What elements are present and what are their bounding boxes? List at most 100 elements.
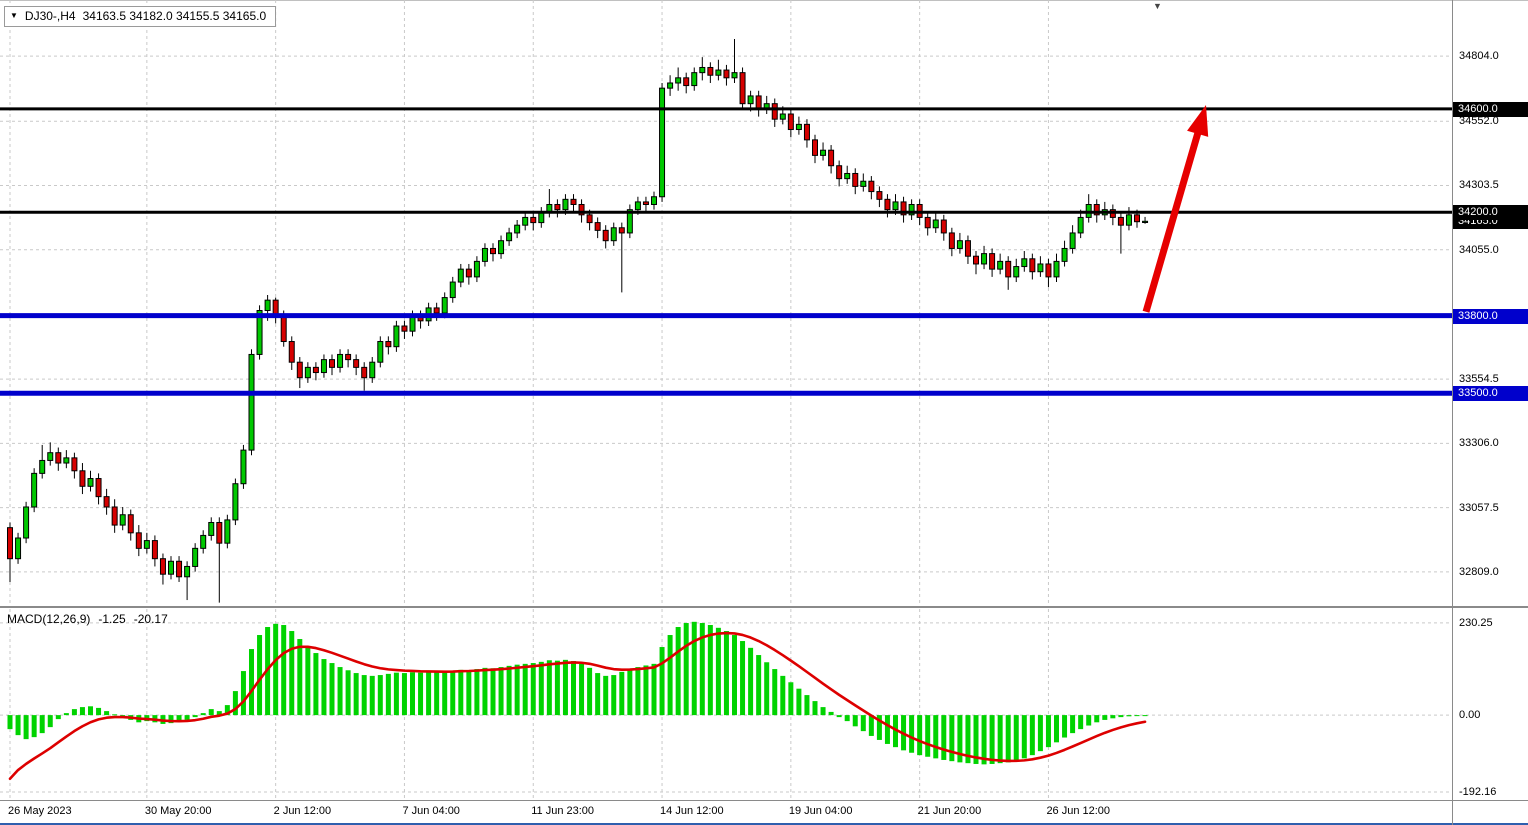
macd-histogram-bar bbox=[804, 695, 810, 716]
symbol-dropdown-icon[interactable]: ▼ bbox=[10, 11, 18, 20]
macd-histogram-bar bbox=[844, 715, 850, 722]
macd-histogram-bar bbox=[683, 623, 689, 716]
candle-body bbox=[981, 253, 988, 265]
candle-body bbox=[232, 483, 239, 521]
macd-histogram-bar bbox=[466, 670, 472, 716]
candle-body bbox=[892, 201, 899, 211]
macd-histogram-bar bbox=[418, 672, 424, 716]
candle-body bbox=[337, 353, 344, 368]
candle-body bbox=[578, 203, 585, 216]
price-tick-label: 34055.0 bbox=[1459, 243, 1499, 256]
macd-histogram-bar bbox=[941, 715, 947, 760]
macd-histogram-bar bbox=[611, 675, 617, 716]
trend-arrow-head[interactable] bbox=[1187, 104, 1209, 137]
macd-histogram-bar bbox=[289, 631, 295, 716]
candle-body bbox=[264, 299, 271, 311]
macd-histogram-bar bbox=[55, 715, 61, 720]
candle-body bbox=[803, 123, 810, 141]
candle-body bbox=[964, 240, 971, 257]
macd-histogram-bar bbox=[184, 715, 190, 720]
macd-histogram-bar bbox=[812, 701, 818, 716]
macd-histogram-bar bbox=[643, 665, 649, 716]
macd-histogram-bar bbox=[893, 715, 898, 748]
candle-body bbox=[715, 69, 722, 76]
candle-body bbox=[329, 359, 335, 368]
candle-body bbox=[989, 253, 996, 270]
macd-histogram-bar bbox=[31, 715, 37, 738]
panel-divider[interactable] bbox=[0, 606, 1528, 608]
price-axis[interactable]: 34804.034552.034303.534055.033806.533554… bbox=[1453, 0, 1528, 825]
macd-name: MACD(12,26,9) bbox=[7, 612, 91, 626]
candle-body bbox=[602, 229, 609, 242]
candle-body bbox=[369, 361, 376, 379]
macd-histogram-bar bbox=[667, 635, 673, 716]
macd-histogram-bar bbox=[595, 673, 601, 716]
macd-histogram-bar bbox=[1021, 715, 1027, 759]
macd-histogram-bar bbox=[876, 715, 882, 740]
macd-histogram-bar bbox=[329, 663, 335, 716]
candle-body bbox=[457, 268, 464, 283]
macd-histogram-bar bbox=[1134, 715, 1140, 717]
macd-histogram-bar bbox=[273, 623, 279, 716]
candle-body bbox=[240, 449, 247, 485]
time-label: 7 Jun 04:00 bbox=[402, 805, 460, 817]
candle-body bbox=[401, 325, 408, 332]
price-tick-label: 33057.5 bbox=[1459, 501, 1499, 514]
candle-body bbox=[747, 95, 754, 105]
macd-plot-area[interactable] bbox=[0, 609, 1452, 800]
candle-body bbox=[1037, 263, 1044, 273]
candle-body bbox=[997, 260, 1004, 270]
candle-body bbox=[39, 459, 46, 474]
chart-shift-marker-icon[interactable]: ▼ bbox=[1153, 1, 1162, 11]
candle-body bbox=[739, 72, 746, 105]
macd-histogram-bar bbox=[1045, 715, 1051, 748]
macd-histogram-bar bbox=[224, 705, 230, 716]
candle-body bbox=[876, 191, 883, 200]
candle-body bbox=[667, 82, 674, 89]
candle-body bbox=[1061, 247, 1068, 262]
candle-body bbox=[522, 216, 529, 226]
candle-body bbox=[932, 219, 939, 229]
macd-histogram-bar bbox=[249, 649, 254, 716]
candle-body bbox=[538, 211, 545, 224]
macd-histogram-bar bbox=[852, 715, 858, 727]
macd-histogram-bar bbox=[675, 627, 681, 716]
trend-arrow-shaft[interactable] bbox=[1142, 128, 1203, 313]
price-tick-label: 34303.5 bbox=[1459, 179, 1499, 192]
macd-histogram-bar bbox=[1070, 715, 1076, 734]
macd-histogram-bar bbox=[1142, 715, 1148, 717]
macd-histogram-bar bbox=[514, 664, 520, 716]
candle-body bbox=[312, 366, 319, 374]
macd-histogram-bar bbox=[208, 709, 214, 716]
macd-histogram-bar bbox=[176, 715, 182, 722]
macd-histogram-bar bbox=[933, 715, 939, 759]
macd-histogram-bar bbox=[345, 670, 351, 716]
macd-histogram-bar bbox=[498, 667, 504, 716]
candle-body bbox=[836, 165, 843, 180]
candle-body bbox=[659, 87, 666, 198]
price-tick-label: 33306.0 bbox=[1459, 437, 1499, 450]
candle-body bbox=[15, 537, 22, 560]
macd-histogram-bar bbox=[1118, 715, 1124, 718]
window-top-edge bbox=[0, 0, 1528, 1]
candle-body bbox=[248, 353, 255, 451]
chart-title-symbol: DJ30-,H4 bbox=[24, 9, 76, 23]
candle-body bbox=[465, 268, 472, 278]
macd-histogram-bar bbox=[1029, 715, 1035, 756]
chart-plot-area[interactable] bbox=[0, 0, 1452, 606]
macd-histogram-bar bbox=[619, 671, 625, 716]
macd-histogram-bar bbox=[748, 647, 754, 716]
candle-body bbox=[924, 216, 931, 229]
candle-body bbox=[755, 95, 762, 110]
chart-title-ohlc: 34163.5 34182.0 34155.5 34165.0 bbox=[82, 9, 267, 23]
macd-histogram-bar bbox=[764, 662, 770, 716]
macd-histogram-bar bbox=[393, 672, 399, 716]
candle-body bbox=[296, 361, 303, 379]
time-label: 26 May 2023 bbox=[8, 805, 72, 817]
macd-histogram-bar bbox=[482, 667, 488, 716]
candle-body bbox=[940, 219, 947, 234]
time-axis[interactable]: 26 May 2023 30 May 20:00 2 Jun 12:00 7 Jun … bbox=[0, 800, 1452, 825]
candle-body bbox=[828, 149, 835, 167]
chart-title-box: ▼ DJ30-,H4 34163.5 34182.0 34155.5 34165… bbox=[4, 6, 277, 27]
macd-histogram-bar bbox=[96, 707, 102, 716]
